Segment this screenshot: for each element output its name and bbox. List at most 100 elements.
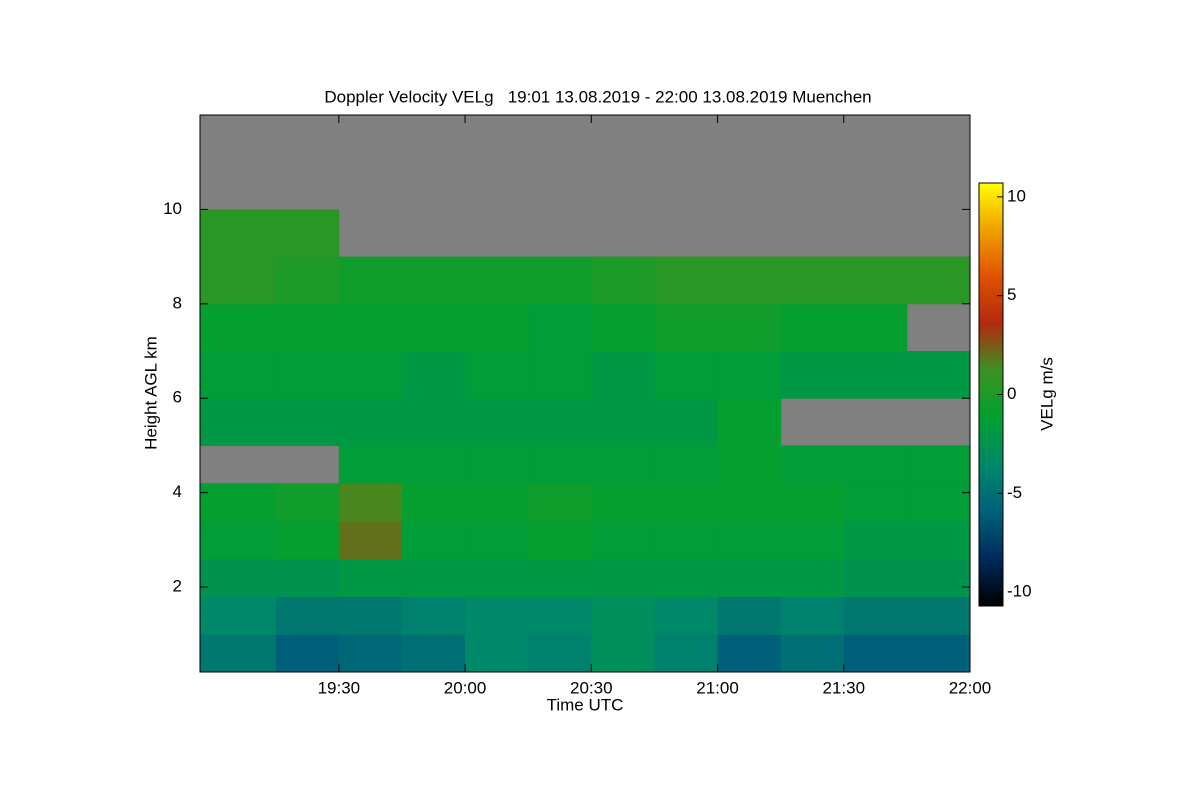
heatmap-cell xyxy=(338,303,403,352)
heatmap-cell xyxy=(465,558,529,597)
heatmap-cell xyxy=(338,398,403,446)
heatmap-cell xyxy=(528,596,592,635)
heatmap-cell xyxy=(275,398,340,446)
heatmap-cell xyxy=(591,483,655,522)
heatmap-cell xyxy=(654,256,719,305)
x-axis-label: Time UTC xyxy=(547,695,624,714)
x-tick-label: 20:30 xyxy=(570,678,613,697)
heatmap-cell xyxy=(717,596,782,635)
heatmap-cell xyxy=(591,596,655,635)
heatmap-cell xyxy=(528,520,592,560)
heatmap-cell xyxy=(338,520,403,560)
chart-title: Doppler Velocity VELg 19:01 13.08.2019 -… xyxy=(324,87,871,106)
heatmap-cell xyxy=(780,483,845,522)
heatmap-cell xyxy=(591,558,655,597)
heatmap-cell xyxy=(200,398,277,446)
heatmap-cell xyxy=(465,520,529,560)
heatmap-cell xyxy=(200,303,277,352)
heatmap-cell xyxy=(465,398,529,446)
heatmap-cell xyxy=(401,445,466,484)
heatmap-cell xyxy=(717,351,782,399)
heatmap-cell xyxy=(654,596,719,635)
heatmap-cell xyxy=(528,398,592,446)
heatmap-cell xyxy=(780,596,845,635)
heatmap-cell xyxy=(717,558,782,597)
heatmap-cell xyxy=(401,520,466,560)
heatmap-cell xyxy=(906,483,971,522)
heatmap-cell xyxy=(338,256,403,305)
heatmap-cell xyxy=(591,256,655,305)
heatmap-cell xyxy=(275,634,340,673)
heatmap-cell xyxy=(843,634,908,673)
heatmap-cell xyxy=(401,596,466,635)
y-tick-label: 10 xyxy=(163,199,182,218)
heatmap-cell xyxy=(591,634,655,673)
heatmap-cell xyxy=(654,351,719,399)
heatmap-cell xyxy=(843,596,908,635)
heatmap-cell xyxy=(906,634,971,673)
heatmap-cell xyxy=(843,303,908,352)
heatmap-cell xyxy=(465,256,529,305)
heatmap-cell xyxy=(465,303,529,352)
heatmap-cell xyxy=(200,483,277,522)
heatmap-cell xyxy=(275,209,340,258)
heatmap-cell xyxy=(200,596,277,635)
heatmap-cell xyxy=(528,483,592,522)
heatmap-cell xyxy=(465,351,529,399)
heatmap-cell xyxy=(528,303,592,352)
colorbar-tick-label: 5 xyxy=(1007,285,1016,304)
heatmap-cell xyxy=(591,445,655,484)
x-tick-label: 19:30 xyxy=(318,678,361,697)
plot-frame xyxy=(199,114,971,673)
heatmap-cell xyxy=(780,445,845,484)
heatmap-cell xyxy=(717,256,782,305)
heatmap-cell xyxy=(200,351,277,399)
colorbar-tick-label: 0 xyxy=(1007,384,1016,403)
heatmap-cell xyxy=(465,445,529,484)
heatmap-cell xyxy=(843,256,908,305)
heatmap-cell xyxy=(717,483,782,522)
heatmap-cell xyxy=(654,483,719,522)
heatmap-cell xyxy=(465,634,529,673)
x-tick-label: 21:30 xyxy=(822,678,865,697)
heatmap-cell xyxy=(200,558,277,597)
heatmap-cell xyxy=(654,303,719,352)
heatmap-cell xyxy=(780,351,845,399)
heatmap-cell xyxy=(528,351,592,399)
heatmap-cell xyxy=(528,634,592,673)
heatmap-cell xyxy=(717,445,782,484)
x-tick-label: 20:00 xyxy=(444,678,487,697)
heatmap-cell xyxy=(717,398,782,446)
heatmap-cell xyxy=(338,634,403,673)
colorbar-label: VELg m/s xyxy=(1037,357,1056,431)
heatmap-cell xyxy=(275,596,340,635)
x-tick-label: 22:00 xyxy=(949,678,992,697)
colorbar-tick-label: 10 xyxy=(1007,186,1026,205)
heatmap-cell xyxy=(717,520,782,560)
heatmap-cell xyxy=(401,634,466,673)
heatmap-cell xyxy=(717,634,782,673)
y-tick-label: 2 xyxy=(173,577,182,596)
heatmap-cell xyxy=(401,303,466,352)
heatmap-cell xyxy=(906,256,971,305)
heatmap-cell xyxy=(338,596,403,635)
heatmap-cell xyxy=(780,520,845,560)
heatmap-cell xyxy=(843,483,908,522)
heatmap-cell xyxy=(200,634,277,673)
heatmap-cell xyxy=(654,398,719,446)
heatmap-cell xyxy=(338,351,403,399)
y-tick-label: 4 xyxy=(173,482,182,501)
heatmap-cell xyxy=(401,483,466,522)
heatmap-cell xyxy=(906,445,971,484)
y-tick-label: 6 xyxy=(173,388,182,407)
x-tick-label: 21:00 xyxy=(696,678,739,697)
heatmap-cell xyxy=(591,303,655,352)
heatmap-cell xyxy=(401,398,466,446)
heatmap-cell xyxy=(338,483,403,522)
heatmap-cell xyxy=(200,256,277,305)
y-axis-label: Height AGL km xyxy=(141,336,160,450)
heatmap-cell xyxy=(780,634,845,673)
colorbar-tick-label: -10 xyxy=(1007,582,1032,601)
heatmap-cell xyxy=(906,596,971,635)
